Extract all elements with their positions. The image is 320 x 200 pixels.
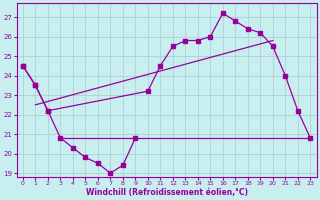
X-axis label: Windchill (Refroidissement éolien,°C): Windchill (Refroidissement éolien,°C) — [85, 188, 248, 197]
